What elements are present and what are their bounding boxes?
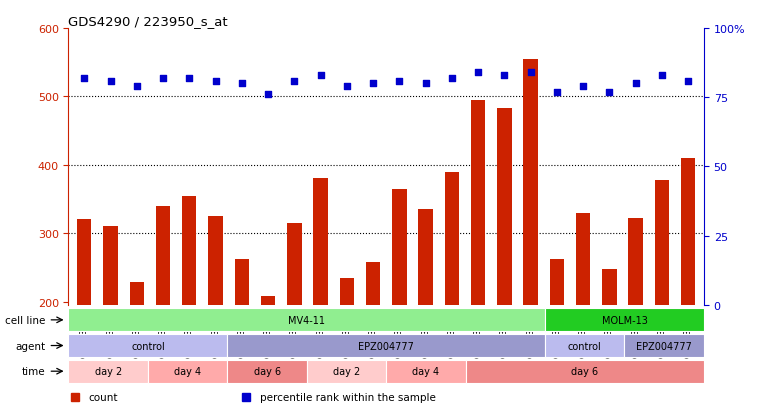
Text: EPZ004777: EPZ004777 [636, 341, 693, 351]
Text: MOLM-13: MOLM-13 [601, 315, 648, 325]
Bar [629, 218, 643, 305]
Point [78, 75, 91, 82]
Text: control: control [568, 341, 602, 351]
Text: MV4-11: MV4-11 [288, 315, 325, 325]
Bar [497, 109, 511, 305]
Bar [307, 360, 386, 383]
Text: cell line: cell line [5, 315, 45, 325]
Bar [576, 213, 591, 305]
Text: agent: agent [15, 341, 45, 351]
Point [577, 83, 589, 90]
Bar [654, 181, 669, 305]
Bar [314, 179, 328, 305]
Bar [625, 334, 704, 357]
Point [524, 70, 537, 76]
Bar [545, 334, 625, 357]
Text: percentile rank within the sample: percentile rank within the sample [260, 392, 436, 403]
Bar [545, 309, 704, 332]
Bar [602, 269, 616, 305]
Point [419, 81, 431, 88]
Bar [129, 282, 144, 305]
Bar [209, 216, 223, 305]
Bar [103, 227, 118, 305]
Bar [392, 189, 406, 305]
Bar [228, 360, 307, 383]
Bar [68, 360, 148, 383]
Point [629, 81, 642, 88]
Bar [466, 360, 704, 383]
Bar [68, 334, 228, 357]
Bar [261, 297, 275, 305]
Point [236, 81, 248, 88]
Point [104, 78, 116, 85]
Bar [234, 259, 249, 305]
Point [209, 78, 221, 85]
Bar [444, 172, 459, 305]
Point [656, 73, 668, 79]
Point [551, 89, 563, 96]
Point [498, 73, 511, 79]
Text: time: time [21, 366, 45, 376]
Bar [77, 220, 91, 305]
Bar [549, 259, 564, 305]
Bar [339, 278, 354, 305]
Bar [68, 309, 545, 332]
Point [288, 78, 301, 85]
Bar [471, 100, 486, 305]
Bar [148, 360, 228, 383]
Point [393, 78, 406, 85]
Point [603, 89, 616, 96]
Point [314, 73, 326, 79]
Point [367, 81, 379, 88]
Bar [228, 334, 545, 357]
Point [341, 83, 353, 90]
Bar [386, 360, 466, 383]
Text: day 2: day 2 [333, 366, 360, 376]
Point [157, 75, 169, 82]
Point [131, 83, 143, 90]
Bar [182, 196, 196, 305]
Bar [419, 210, 433, 305]
Text: day 2: day 2 [94, 366, 122, 376]
Point [472, 70, 484, 76]
Point [183, 75, 196, 82]
Bar [524, 59, 538, 305]
Bar [156, 206, 170, 305]
Point [262, 92, 274, 99]
Text: day 4: day 4 [174, 366, 201, 376]
Point [446, 75, 458, 82]
Text: day 6: day 6 [253, 366, 281, 376]
Point [682, 78, 694, 85]
Bar [681, 159, 696, 305]
Text: day 6: day 6 [572, 366, 598, 376]
Text: EPZ004777: EPZ004777 [358, 341, 414, 351]
Text: day 4: day 4 [412, 366, 440, 376]
Bar [366, 262, 380, 305]
Text: count: count [89, 392, 118, 403]
Text: GDS4290 / 223950_s_at: GDS4290 / 223950_s_at [68, 15, 228, 28]
Bar [287, 223, 301, 305]
Text: control: control [131, 341, 165, 351]
